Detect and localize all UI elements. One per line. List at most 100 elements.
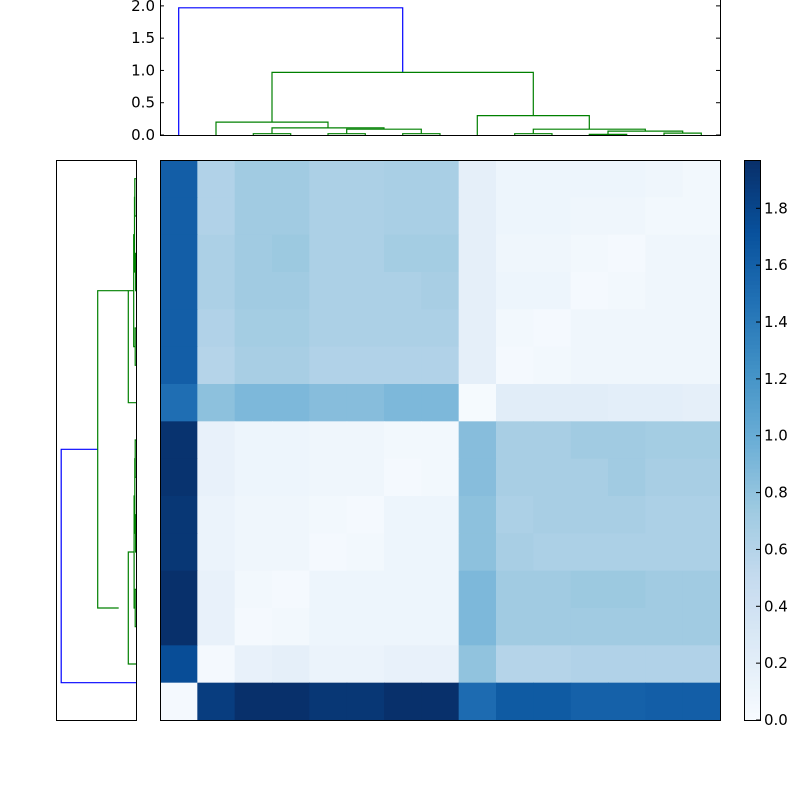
heatmap-cell [496, 421, 534, 460]
heatmap-cell [645, 421, 684, 460]
heatmap-cell [234, 533, 273, 572]
colorbar-swatch [744, 188, 760, 193]
heatmap-cell [272, 272, 310, 310]
top-dendrogram-frame [160, 0, 721, 136]
colorbar-swatch [744, 480, 760, 485]
colorbar-swatch [744, 648, 760, 653]
colorbar-swatch [744, 564, 760, 569]
heatmap-cell [309, 533, 348, 572]
colorbar-swatch [744, 380, 760, 385]
heatmap-cell [682, 608, 721, 646]
y-tick-label: 2.0 [131, 0, 155, 15]
colorbar-tick-label: 0.6 [764, 540, 788, 558]
colorbar-tick-label: 1.2 [764, 370, 788, 388]
heatmap-cell [234, 309, 273, 348]
heatmap-cell [458, 682, 497, 721]
colorbar-swatch [744, 288, 760, 293]
heatmap-cell [234, 384, 273, 422]
colorbar-swatch [744, 584, 760, 589]
heatmap-cell [197, 272, 236, 310]
colorbar-swatch [744, 472, 760, 477]
heatmap-cell [346, 234, 385, 273]
heatmap-cell [682, 458, 721, 497]
heatmap-cell [197, 197, 236, 236]
colorbar-swatch [744, 184, 760, 189]
colorbar-tick-label: 0.8 [764, 484, 788, 502]
colorbar-swatch [744, 360, 760, 365]
heatmap-cell [272, 234, 310, 273]
heatmap-cell [197, 645, 236, 684]
heatmap-cell [421, 682, 460, 721]
colorbar-swatch [744, 572, 760, 577]
colorbar-swatch [744, 608, 760, 613]
heatmap-cell [421, 272, 460, 310]
heatmap-cell [682, 421, 721, 460]
colorbar-swatch [744, 544, 760, 549]
heatmap-cell [197, 309, 236, 348]
colorbar-swatch [744, 196, 760, 201]
colorbar-swatch [744, 612, 760, 617]
colorbar-swatch [744, 580, 760, 585]
colorbar-swatch [744, 400, 760, 405]
heatmap-cell [496, 645, 534, 684]
heatmap-cell [160, 533, 198, 572]
heatmap-cell [234, 160, 273, 198]
heatmap-cell [570, 533, 609, 572]
heatmap-cell [570, 682, 609, 721]
colorbar-swatch [744, 304, 760, 309]
heatmap-cell [682, 197, 721, 236]
colorbar-swatch [744, 280, 760, 285]
heatmap-cell [496, 496, 534, 534]
heatmap-cell [533, 272, 572, 310]
heatmap-cell [197, 234, 236, 273]
heatmap-cell [608, 608, 646, 646]
heatmap-cell [421, 384, 460, 422]
heatmap-cell [645, 570, 684, 609]
colorbar-tick-label: 0.2 [764, 654, 788, 672]
colorbar-swatch [744, 512, 760, 517]
heatmap-cell [570, 160, 609, 198]
heatmap-cell [384, 384, 422, 422]
heatmap-cell [570, 608, 609, 646]
heatmap-cell [533, 458, 572, 497]
heatmap-cell [570, 346, 609, 385]
heatmap-cell [197, 421, 236, 460]
dendrogram-link [532, 128, 646, 134]
heatmap-cell [496, 570, 534, 609]
heatmap-cell [682, 234, 721, 273]
heatmap-cell [346, 496, 385, 534]
heatmap-cell [346, 197, 385, 236]
colorbar-swatch [744, 532, 760, 537]
heatmap-cell [384, 458, 422, 497]
colorbar-swatch [744, 168, 760, 173]
heatmap-cell [309, 346, 348, 385]
colorbar-swatch [744, 716, 760, 721]
heatmap-cell [197, 570, 236, 609]
heatmap-cell [496, 234, 534, 273]
heatmap-cell [570, 309, 609, 348]
heatmap-cell [197, 160, 236, 198]
heatmap-cell [496, 533, 534, 572]
heatmap-cell [234, 272, 273, 310]
heatmap-cell [346, 309, 385, 348]
colorbar-swatch [744, 296, 760, 301]
colorbar-swatch [744, 516, 760, 521]
heatmap-cell [645, 645, 684, 684]
colorbar-swatch [744, 204, 760, 209]
colorbar-swatch [744, 376, 760, 381]
colorbar-swatch [744, 368, 760, 373]
y-tick-label: 0.0 [131, 126, 155, 144]
heatmap-cell [682, 682, 721, 721]
heatmap-cell [197, 346, 236, 385]
colorbar-swatch [744, 468, 760, 473]
heatmap-cell [309, 272, 348, 310]
heatmap-cell [309, 160, 348, 198]
colorbar-swatch [744, 668, 760, 673]
y-tick-label: 1.5 [131, 29, 155, 47]
heatmap-cell [533, 608, 572, 646]
dendrogram-link [97, 290, 129, 609]
heatmap-cell [234, 570, 273, 609]
heatmap-cell [384, 160, 422, 198]
colorbar-swatch [744, 592, 760, 597]
